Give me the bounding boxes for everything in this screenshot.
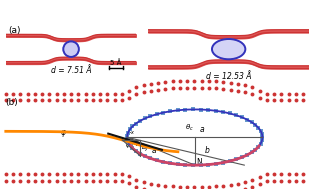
Text: b: b bbox=[205, 146, 210, 155]
Text: N: N bbox=[196, 158, 201, 167]
Text: a: a bbox=[152, 146, 156, 155]
Text: 5 Å: 5 Å bbox=[110, 59, 122, 66]
Text: a: a bbox=[200, 125, 204, 134]
Text: (b): (b) bbox=[5, 98, 18, 108]
Text: (a): (a) bbox=[8, 26, 21, 35]
Text: M: M bbox=[130, 139, 137, 148]
Text: $\varphi$: $\varphi$ bbox=[61, 128, 67, 139]
Text: $L_y$: $L_y$ bbox=[141, 142, 150, 154]
Text: d = 7.51 Å: d = 7.51 Å bbox=[51, 66, 91, 75]
Ellipse shape bbox=[212, 39, 245, 59]
Circle shape bbox=[63, 41, 79, 57]
Text: $\phi$: $\phi$ bbox=[125, 140, 132, 150]
Text: d = 12.53 Å: d = 12.53 Å bbox=[206, 72, 252, 81]
Text: $L_x$: $L_x$ bbox=[127, 127, 136, 137]
Text: $\theta_c$: $\theta_c$ bbox=[185, 122, 194, 132]
